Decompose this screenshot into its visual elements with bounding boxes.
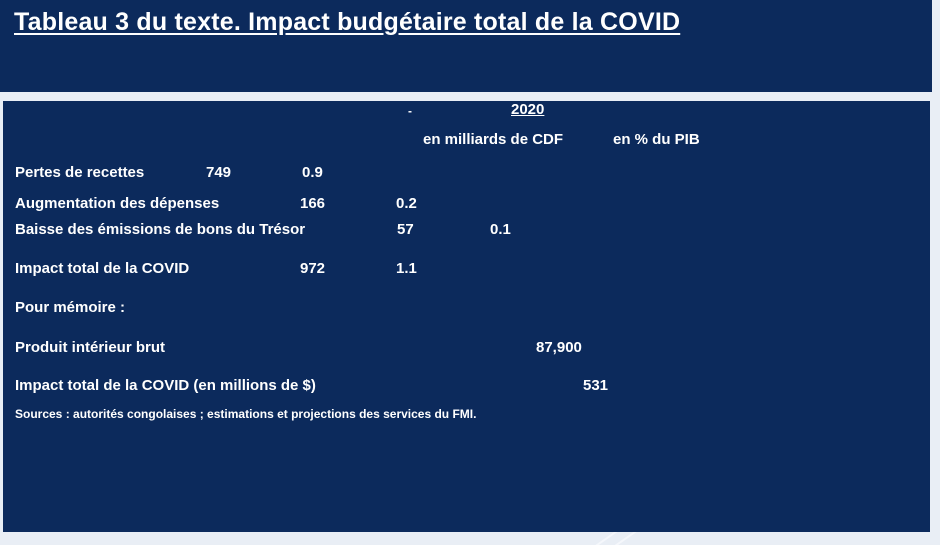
row-value-cdf: 749 <box>206 164 232 181</box>
column-header-pib: en % du PIB <box>613 131 700 148</box>
row-label: Baisse des émissions de bons du Trésor <box>15 221 306 238</box>
title-panel: Tableau 3 du texte. Impact budgétaire to… <box>0 0 932 92</box>
row-label: Augmentation des dépenses <box>15 195 220 212</box>
gdp-value: 87,900 <box>536 339 582 356</box>
table-panel: - 2020 en milliards de CDF en % du PIB P… <box>3 101 930 532</box>
row-value-pib: 0.2 <box>396 195 417 212</box>
slide-title: Tableau 3 du texte. Impact budgétaire to… <box>14 8 681 36</box>
row-label: Pertes de recettes <box>15 164 145 181</box>
memo-heading: Pour mémoire : <box>15 299 126 316</box>
header-year: 2020 <box>511 101 545 118</box>
header-dash: - <box>408 104 412 118</box>
column-header-cdf: en milliards de CDF <box>423 131 564 148</box>
row-value-pib: 1.1 <box>396 260 417 277</box>
row-label: Impact total de la COVID <box>15 260 190 277</box>
row-value-cdf: 972 <box>300 260 326 277</box>
row-value-pib: 0.9 <box>302 164 323 181</box>
row-value-cdf: 166 <box>300 195 326 212</box>
gdp-label: Produit intérieur brut <box>15 339 165 356</box>
usd-impact-value: 531 <box>583 377 609 394</box>
sources-note: Sources : autorités congolaises ; estima… <box>15 407 477 421</box>
row-value-cdf: 57 <box>397 221 414 238</box>
usd-impact-label: Impact total de la COVID (en millions de… <box>15 377 316 394</box>
row-value-pib: 0.1 <box>490 221 511 238</box>
